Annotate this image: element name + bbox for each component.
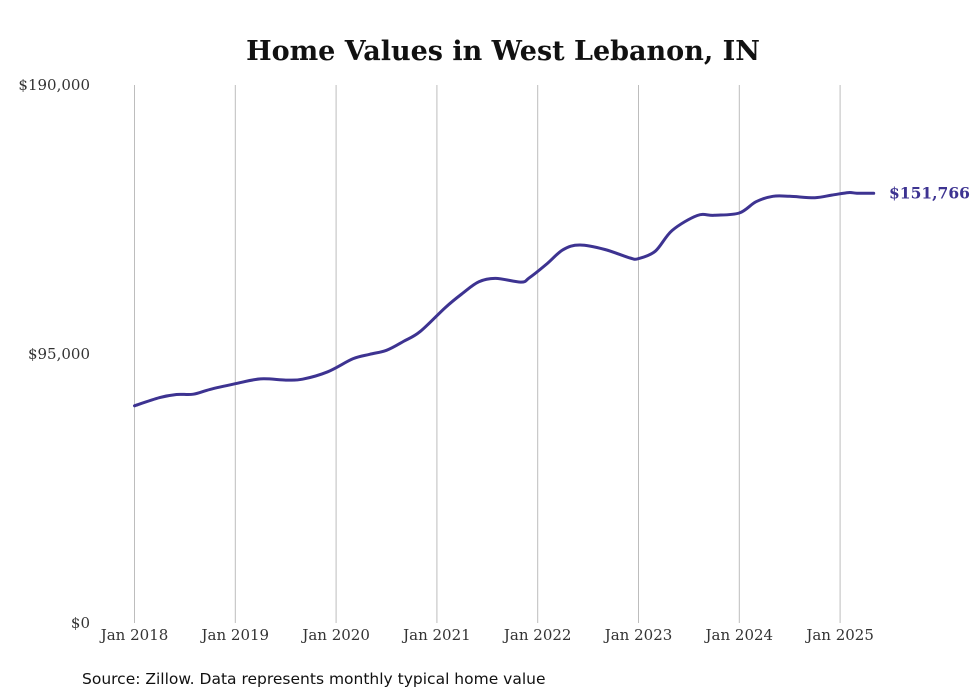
home-value-line — [133, 191, 876, 408]
x-tick-label: Jan 2020 — [300, 626, 370, 644]
vertical-gridlines — [134, 85, 841, 623]
x-tick-label: Jan 2019 — [200, 626, 270, 644]
x-tick-label: Jan 2023 — [603, 626, 673, 644]
x-axis-tick-labels: Jan 2018 Jan 2019 Jan 2020 Jan 2021 Jan 2022… — [99, 626, 874, 644]
y-tick-label: $0 — [71, 614, 90, 632]
source-note: Source: Zillow. Data represents monthly … — [82, 670, 546, 688]
latest-value-label: $151,766 — [889, 183, 970, 202]
x-tick-label: Jan 2022 — [502, 626, 572, 644]
x-tick-label: Jan 2018 — [99, 626, 169, 644]
x-tick-label: Jan 2021 — [401, 626, 471, 644]
chart-title: Home Values in West Lebanon, IN — [246, 36, 760, 67]
y-tick-label: $190,000 — [18, 76, 90, 94]
y-tick-label: $95,000 — [28, 345, 90, 363]
y-axis-tick-labels: $0 $95,000 $190,000 — [18, 76, 90, 632]
x-tick-label: Jan 2024 — [704, 626, 774, 644]
x-tick-label: Jan 2025 — [804, 626, 874, 644]
